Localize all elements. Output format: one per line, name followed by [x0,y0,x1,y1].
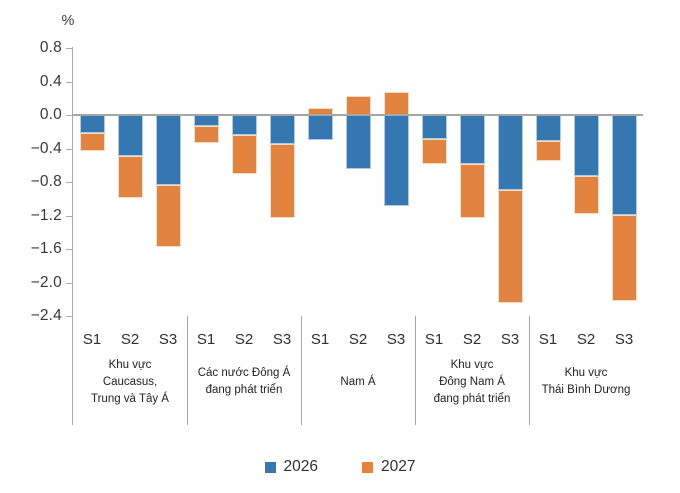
x-axis-scenario-label: S2 [462,331,482,348]
bar-2027-s1-g5 [535,141,561,162]
legend-item-2027: 2027 [362,458,415,476]
x-axis-group-label-line: đang phát triển [205,384,283,396]
x-axis-group-label-line: Thái Bình Dương [541,384,631,396]
y-axis-tick [66,316,72,317]
legend-label-2027: 2027 [381,458,416,475]
y-axis-tick-label: 0.0 [39,106,62,123]
bar-2027-s1-g4 [421,139,447,164]
x-axis-group-label-line: Khu vực [564,367,608,379]
bar-2026-s3-g3 [383,115,409,207]
y-axis-tick [66,115,72,116]
x-axis-scenario-label: S3 [158,331,178,348]
x-axis-scenario-label: S3 [386,331,406,348]
x-axis-group-label-line: Các nước Đông Á [197,367,291,379]
y-axis-tick-label: 0.8 [39,39,62,56]
y-axis-unit-label: % [61,13,75,29]
x-axis-scenario-label: S3 [272,331,292,348]
bar-2026-s3-g4 [497,115,523,190]
x-axis-scenario-label: S1 [82,331,102,348]
x-axis-group-label-line: Khu vực [450,358,494,371]
y-axis-tick-label: −0.4 [30,139,62,157]
x-axis-scenario-label: S1 [538,331,558,348]
y-axis-tick-label: −0.8 [30,173,62,190]
bar-2027-s2-g2 [231,135,257,174]
bar-2027-s3-g2 [269,143,295,218]
bar-2027-s3-g1 [155,185,181,248]
legend-item-2026: 2026 [264,458,318,476]
group-separator [529,316,530,425]
y-axis-tick [66,81,72,83]
bar-2027-s2-g5 [573,176,599,214]
y-axis-tick-label: 0.4 [39,72,62,90]
bar-2027-s3-g5 [611,214,637,301]
y-axis-tick-label: −1.6 [30,240,62,257]
x-axis-group-label-line: Khu vực [108,358,152,371]
group-separator [187,316,188,425]
y-axis-tick [66,48,72,49]
group-separator [415,316,416,425]
bar-2027-s3-g3 [383,91,409,115]
bar-2026-s2-g1 [117,115,143,156]
x-axis-scenario-label: S2 [348,331,368,348]
x-axis-group-label: Nam Á [303,352,413,412]
x-axis-group-label-line: Nam Á [340,375,376,388]
bar-2026-s1-g1 [79,115,105,134]
x-axis-scenario-label: S2 [234,331,254,348]
bar-2026-s3-g2 [269,115,295,144]
zero-gridline [73,114,643,116]
y-axis-tick [66,282,72,284]
bar-2027-s1-g2 [193,125,219,143]
y-axis-tick-label: −1.2 [30,206,62,224]
bar-2026-s1-g2 [193,115,219,126]
x-axis-group-label: Khu vực Caucasus, Trung và Tây Á [75,352,185,412]
bar-2026-s1-g3 [307,115,333,141]
x-axis-group-label-line: Đông Nam Á [439,375,505,388]
bar-2026-s1-g4 [421,115,447,140]
group-separator [301,316,302,425]
y-axis-tick [66,148,72,150]
x-axis-group-label: Các nước Đông Á đang phát triển [189,352,299,412]
x-axis-scenario-label: S2 [120,331,140,348]
legend-swatch-2027 [362,461,373,473]
bar-2027-s2-g3 [345,95,371,115]
bar-2026-s3-g5 [611,115,637,215]
x-axis-group-label-line: đang phát triển [433,392,511,405]
x-axis-scenario-label: S1 [310,331,330,348]
y-axis-tick [66,215,72,217]
x-axis-group-label: Khu vực Thái Bình Dương [531,352,641,412]
legend: 2026 2027 [0,457,680,477]
bar-2026-s2-g3 [345,115,371,170]
legend-label-2026: 2026 [283,458,318,475]
bar-2027-s2-g4 [459,164,485,218]
x-axis-group-label-line: Trung và Tây Á [91,392,169,405]
x-axis-scenario-label: S1 [196,331,216,348]
x-axis-scenario-label: S3 [500,331,520,348]
bar-2026-s1-g5 [535,115,561,141]
bar-2026-s3-g1 [155,115,181,186]
y-axis-tick-label: −2.4 [30,307,62,324]
legend-swatch-2026 [264,461,276,473]
x-axis-scenario-label: S3 [614,331,634,348]
y-axis-tick [66,182,72,183]
bar-2026-s2-g4 [459,115,485,165]
bar-2026-s2-g2 [231,115,257,136]
x-axis-group-label-line: Caucasus, [102,375,158,388]
x-axis-scenario-label: S2 [576,331,596,348]
y-axis-line [72,47,73,425]
y-axis-tick-label: −2.0 [30,273,62,291]
bar-2027-s3-g4 [497,189,523,304]
bar-2026-s2-g5 [573,115,599,177]
bar-2027-s1-g1 [79,133,105,151]
x-axis-group-label: Khu vực Đông Nam Á đang phát triển [417,352,527,412]
y-axis-tick [66,249,72,250]
x-axis-scenario-label: S1 [424,331,444,348]
bar-2027-s2-g1 [117,156,143,198]
